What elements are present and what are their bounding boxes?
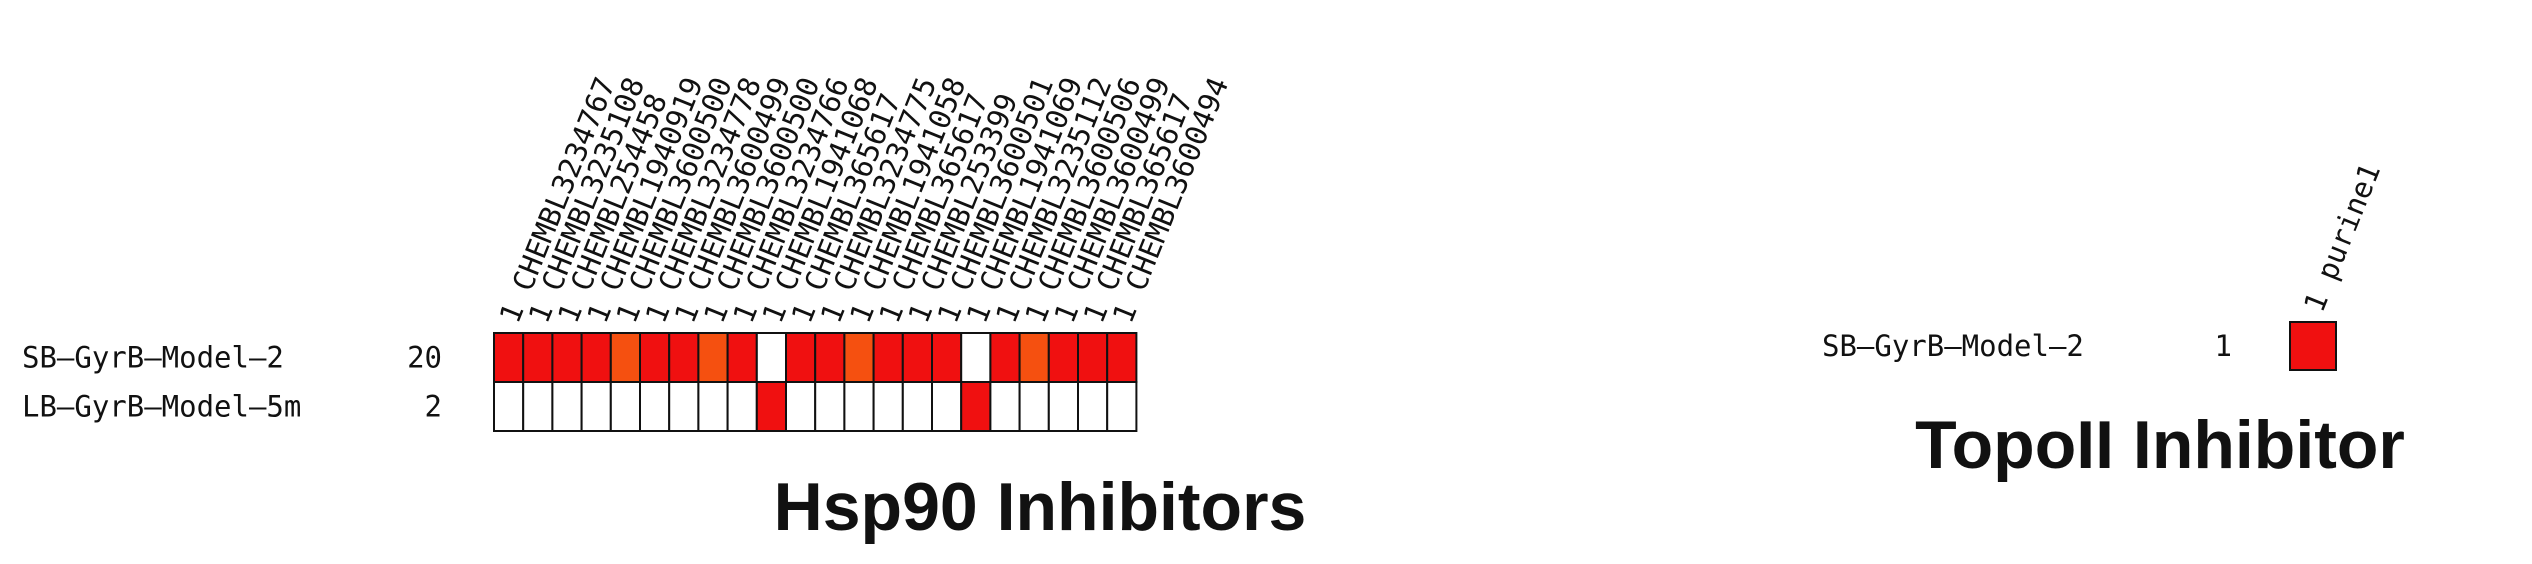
hsp90-cell	[726, 332, 758, 383]
hsp90-cell	[580, 332, 612, 383]
hsp90-cell	[785, 332, 817, 383]
hsp90-cell	[989, 332, 1021, 383]
hsp90-cell	[551, 381, 583, 432]
hsp90-row-count: 20	[407, 341, 442, 375]
hsp90-cell	[901, 332, 933, 383]
hsp90-cell	[609, 381, 641, 432]
hsp90-cell	[493, 381, 525, 432]
hsp90-cell	[1077, 332, 1109, 383]
hsp90-cell	[872, 332, 904, 383]
hsp90-cell	[551, 332, 583, 383]
hsp90-row-count: 2	[425, 390, 442, 424]
hsp90-column-count: 1	[1106, 299, 1144, 328]
hsp90-cell	[814, 381, 846, 432]
hsp90-cell	[1018, 381, 1050, 432]
hsp90-cell	[639, 332, 671, 383]
hsp90-cell	[960, 332, 992, 383]
hsp90-cell	[639, 381, 671, 432]
hsp90-cell	[1077, 381, 1109, 432]
hsp90-cell	[668, 332, 700, 383]
hsp90-cell	[580, 381, 612, 432]
hsp90-cell	[960, 381, 992, 432]
hsp90-cell	[785, 381, 817, 432]
hsp90-cell	[755, 381, 787, 432]
topoii-column-count: 1	[2297, 288, 2335, 317]
hsp90-cell	[872, 381, 904, 432]
hsp90-row-label: LB–GyrB–Model–5m	[22, 390, 301, 424]
hsp90-cell	[1047, 381, 1080, 432]
hsp90-cell	[1047, 332, 1080, 383]
hsp90-cell	[609, 332, 641, 383]
hsp90-cell	[1106, 332, 1138, 383]
hsp90-cell	[668, 381, 700, 432]
hsp90-cell	[1018, 332, 1050, 383]
topoii-title: TopoII Inhibitor	[1915, 407, 2405, 483]
hsp90-cell	[843, 332, 875, 383]
hsp90-cell	[989, 381, 1021, 432]
hsp90-cell	[697, 332, 729, 383]
hsp90-row-label: SB–GyrB–Model–2	[22, 341, 284, 375]
hsp90-cell	[493, 332, 525, 383]
hsp90-cell	[522, 332, 554, 383]
hsp90-cell	[814, 332, 846, 383]
topoii-row-label: SB–GyrB–Model–2	[1822, 329, 2084, 363]
topoii-heatmap: SB–GyrB–Model–2 1 1 purine1	[1822, 159, 2387, 371]
hsp90-cell	[726, 381, 758, 432]
topoii-column-label: 1 purine1	[2297, 159, 2387, 317]
topoii-cell	[2289, 321, 2337, 371]
hsp90-cell	[1106, 381, 1138, 432]
hsp90-cell	[931, 332, 963, 383]
hsp90-cell	[843, 381, 875, 432]
hsp90-title: Hsp90 Inhibitors	[774, 469, 1307, 545]
hsp90-cell	[522, 381, 554, 432]
topoii-row-count: 1	[2215, 329, 2232, 363]
hsp90-cell	[931, 381, 963, 432]
hsp90-cell	[697, 381, 729, 432]
topoii-column-name: purine1	[2310, 159, 2387, 285]
hsp90-cell	[901, 381, 933, 432]
hsp90-cell	[755, 332, 787, 383]
